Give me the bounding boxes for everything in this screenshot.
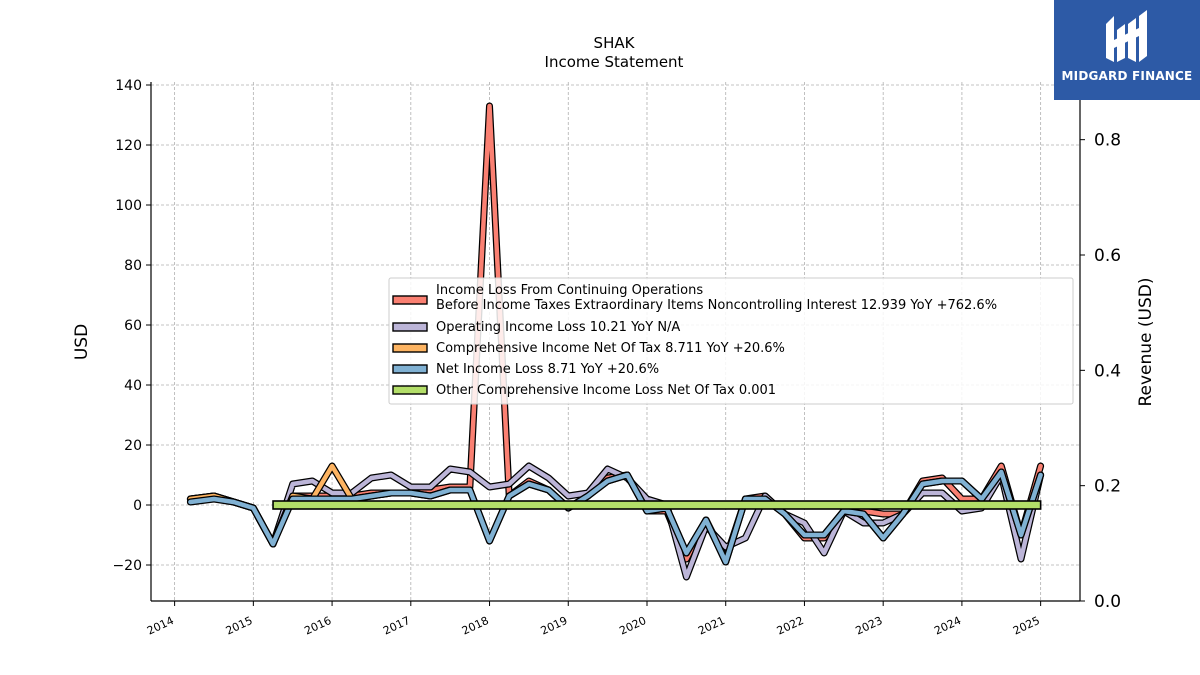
series-line-3 (188, 469, 1043, 565)
y-tick-label: 140 (115, 78, 142, 94)
brand-name: MIDGARD FINANCE (1061, 69, 1193, 83)
x-tick-label: 2018 (460, 614, 491, 638)
x-tick-label: 2025 (1011, 614, 1042, 638)
legend-label-1: Operating Income Loss 10.21 YoY N/A (436, 320, 680, 335)
y2-tick-label: 0.8 (1094, 131, 1121, 151)
y-tick-label: 120 (115, 138, 142, 154)
x-tick-label: 2019 (539, 614, 570, 638)
y-tick-label: −20 (112, 558, 142, 574)
legend-handle-0 (392, 295, 428, 305)
chart-subtitle: Income Statement (545, 53, 684, 71)
y-tick-label: 0 (133, 498, 142, 514)
y-tick-label: 80 (124, 258, 142, 274)
legend-handle-4 (392, 385, 428, 395)
x-tick-label: 2020 (617, 614, 648, 638)
legend-label-0: Income Loss From Continuing Operations (436, 283, 703, 298)
midgard-logo-icon (1106, 10, 1147, 62)
y2-tick-label: 0.0 (1094, 592, 1121, 612)
x-tick-label: 2017 (381, 614, 412, 638)
chart-title: SHAK (594, 34, 636, 52)
x-tick-label: 2015 (224, 614, 255, 638)
legend-label-0: Before Income Taxes Extraordinary Items … (436, 298, 997, 313)
y-tick-label: 100 (115, 198, 142, 214)
x-tick-label: 2024 (932, 614, 963, 638)
y2-axis-label: Revenue (USD) (1136, 277, 1156, 406)
x-tick-label: 2014 (145, 614, 176, 638)
legend-label-3: Net Income Loss 8.71 YoY +20.6% (436, 362, 659, 377)
series-line-1 (188, 463, 1043, 580)
legend-handle-2 (392, 343, 428, 353)
legend-handle-3 (392, 364, 428, 374)
series-line-4 (272, 500, 1042, 510)
brand-logo: MIDGARD FINANCE (1054, 0, 1200, 100)
y2-tick-label: 0.6 (1094, 246, 1121, 266)
legend: Income Loss From Continuing OperationsBe… (388, 277, 1074, 405)
x-tick-label: 2022 (775, 614, 806, 638)
y-tick-label: 40 (124, 378, 142, 394)
x-tick-label: 2023 (854, 614, 885, 638)
series-lines (186, 102, 1045, 581)
legend-handle-1 (392, 322, 428, 332)
y-tick-label: 60 (124, 318, 142, 334)
y2-tick-label: 0.2 (1094, 477, 1121, 497)
x-tick-label: 2016 (302, 614, 333, 638)
y2-tick-label: 0.4 (1094, 361, 1121, 381)
legend-box (388, 277, 1074, 405)
x-tick-label: 2021 (696, 614, 727, 638)
y-tick-label: 20 (124, 438, 142, 454)
legend-label-2: Comprehensive Income Net Of Tax 8.711 Yo… (436, 341, 785, 356)
legend-label-4: Other Comprehensive Income Loss Net Of T… (436, 383, 776, 398)
y-axis-label: USD (72, 324, 92, 360)
